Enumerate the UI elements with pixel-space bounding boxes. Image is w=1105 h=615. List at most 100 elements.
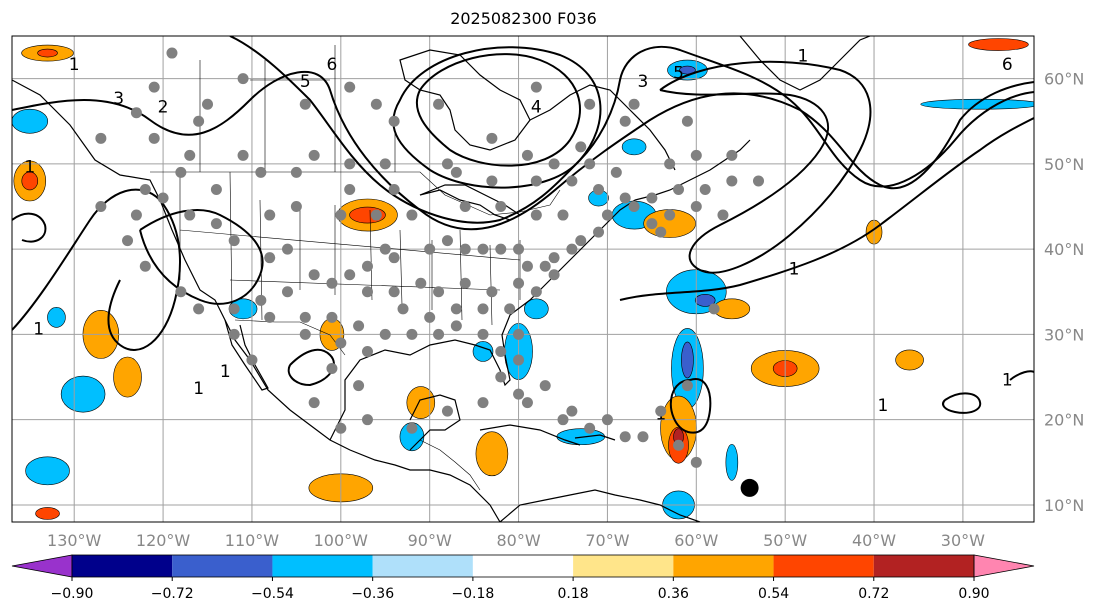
station-dot bbox=[441, 405, 453, 417]
station-dot bbox=[299, 98, 311, 110]
storm-center-marker bbox=[740, 478, 759, 497]
colorbar-label: −0.18 bbox=[451, 586, 494, 602]
contour-ridge-loop2 bbox=[392, 46, 602, 189]
station-dot bbox=[157, 192, 169, 204]
station-dot bbox=[264, 252, 276, 264]
contour-sw bbox=[139, 209, 264, 305]
station-dot bbox=[361, 414, 373, 426]
colorbar-extend-high bbox=[973, 554, 1035, 578]
colorbar-label: 0.18 bbox=[558, 586, 589, 602]
station-dot bbox=[228, 235, 240, 247]
colorbar-segment bbox=[673, 555, 774, 577]
station-dot bbox=[379, 243, 391, 255]
lon-label: 60°W bbox=[674, 531, 718, 550]
map-frame bbox=[11, 35, 1035, 523]
station-dot bbox=[406, 328, 418, 340]
station-dot bbox=[521, 260, 533, 272]
contour-label: 6 bbox=[327, 55, 338, 75]
station-dot bbox=[415, 277, 427, 289]
station-dot bbox=[557, 414, 569, 426]
contour-east-small bbox=[942, 392, 982, 414]
station-dot bbox=[655, 405, 667, 417]
colorbar-label: −0.36 bbox=[351, 586, 394, 602]
lon-label: 130°W bbox=[47, 531, 102, 550]
station-dot bbox=[619, 431, 631, 443]
station-dot bbox=[237, 149, 249, 161]
colorbar-segment bbox=[873, 555, 974, 577]
station-dot bbox=[406, 209, 418, 221]
station-dot bbox=[210, 218, 222, 230]
lon-label: 120°W bbox=[136, 531, 191, 550]
station-dot bbox=[237, 73, 249, 85]
labrador-coast bbox=[529, 84, 676, 171]
contour-west-lobe bbox=[12, 188, 181, 351]
greenland bbox=[739, 36, 871, 91]
contour-label: 6 bbox=[1002, 55, 1013, 75]
lon-label: 40°W bbox=[852, 531, 896, 550]
station-dot bbox=[593, 226, 605, 238]
station-dot bbox=[308, 149, 320, 161]
station-dot bbox=[681, 380, 693, 392]
station-dot bbox=[406, 422, 418, 434]
station-dot bbox=[628, 98, 640, 110]
station-dot bbox=[184, 149, 196, 161]
station-dot bbox=[610, 166, 622, 178]
station-dot bbox=[726, 149, 738, 161]
shade-blob-30 bbox=[694, 293, 716, 307]
station-dot bbox=[637, 431, 649, 443]
station-dot bbox=[486, 175, 498, 187]
contour-east-edge bbox=[1009, 370, 1034, 381]
us-canada-border bbox=[150, 171, 561, 216]
station-dot bbox=[548, 252, 560, 264]
station-dot bbox=[699, 183, 711, 195]
station-dot bbox=[530, 286, 542, 298]
station-dot bbox=[504, 303, 516, 315]
station-dot bbox=[388, 286, 400, 298]
station-dot bbox=[557, 209, 569, 221]
station-dot bbox=[690, 201, 702, 213]
colorbar-segment bbox=[472, 555, 574, 577]
colorbar-outline bbox=[71, 554, 975, 578]
shade-blob-10 bbox=[35, 507, 60, 520]
station-dot bbox=[753, 175, 765, 187]
station-dot bbox=[548, 158, 560, 170]
station-dot bbox=[628, 201, 640, 213]
station-dot bbox=[326, 363, 338, 375]
station-dot bbox=[95, 132, 107, 144]
lon-label: 30°W bbox=[941, 531, 985, 550]
station-dot bbox=[495, 371, 507, 383]
contour-ridge-loop bbox=[415, 53, 581, 167]
longitude-labels: 130°W 120°W 110°W 100°W 90°W 80°W 70°W 60°W 50°W… bbox=[47, 531, 985, 550]
shade-blob-2 bbox=[12, 108, 49, 134]
station-dot bbox=[441, 235, 453, 247]
station-dot bbox=[548, 269, 560, 281]
station-dot bbox=[513, 328, 525, 340]
station-dot bbox=[281, 286, 293, 298]
contour-label: 1 bbox=[1002, 371, 1013, 391]
station-dot bbox=[290, 201, 302, 213]
station-dot bbox=[646, 218, 658, 230]
station-dot bbox=[717, 209, 729, 221]
colorbar: −0.90 −0.72 −0.54 −0.36 −0.18 0.18 0.36 0.54 0.7… bbox=[11, 554, 1035, 602]
contour-label: 3 bbox=[113, 89, 124, 109]
contour-label: 5 bbox=[300, 72, 311, 92]
station-dot bbox=[673, 439, 685, 451]
shade-blob-44 bbox=[968, 38, 1029, 51]
colorbar-segment bbox=[272, 555, 373, 577]
shade-blob-33 bbox=[681, 341, 694, 379]
figure-title: 2025082300 F036 bbox=[450, 9, 597, 28]
station-dot bbox=[379, 158, 391, 170]
lat-label: 20°N bbox=[1044, 411, 1084, 430]
shaded-anomaly-layer bbox=[12, 38, 1034, 520]
station-dot bbox=[335, 209, 347, 221]
shade-blob-9 bbox=[25, 456, 70, 486]
station-dot bbox=[619, 192, 631, 204]
colorbar-label: −0.90 bbox=[51, 586, 94, 602]
station-dot bbox=[130, 209, 142, 221]
station-dot bbox=[690, 456, 702, 468]
cuba bbox=[479, 424, 581, 446]
station-dot bbox=[228, 303, 240, 315]
shade-blob-15 bbox=[524, 298, 549, 320]
station-dot bbox=[308, 397, 320, 409]
